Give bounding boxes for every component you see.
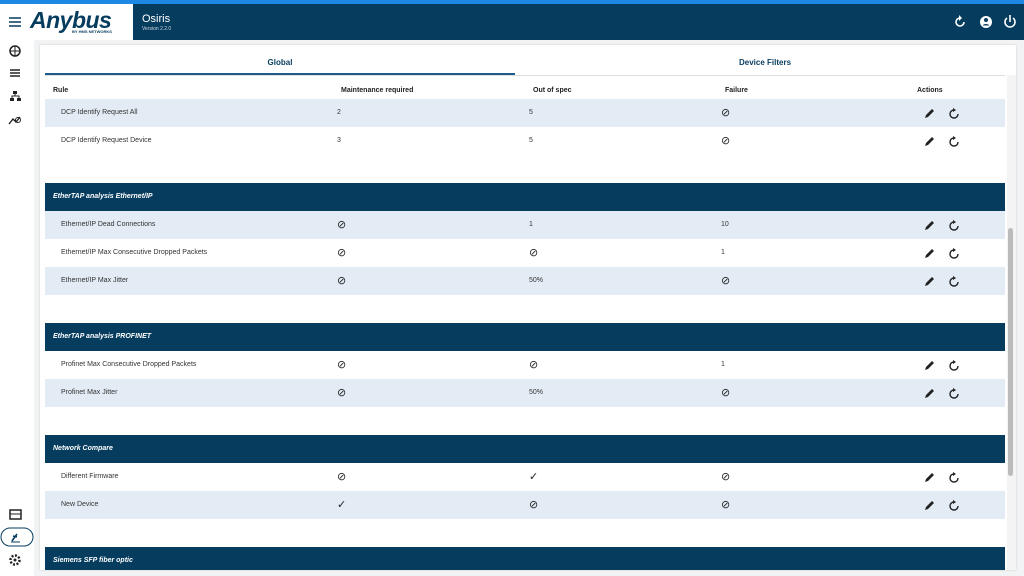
top-strip — [0, 0, 1024, 4]
cell-text: Ethernet/IP Max Consecutive Dropped Pack… — [61, 249, 208, 256]
menu-button[interactable] — [9, 17, 21, 27]
brand: Anybus — [30, 7, 112, 33]
column-header: Maintenance required — [341, 87, 414, 94]
cell-text: 2 — [337, 109, 341, 116]
row-actions[interactable] — [923, 359, 963, 371]
list-nav[interactable] — [10, 69, 20, 77]
group-header: Network Compare — [45, 435, 1005, 463]
cell-text: New Device — [61, 501, 99, 508]
tab-global[interactable]: Global — [267, 58, 293, 67]
column-header: Actions — [917, 87, 943, 94]
group-title: EtherTAP analysis PROFINET — [53, 333, 152, 340]
status-icon: ⊘ — [721, 498, 731, 511]
status-icon: ⊘ — [337, 358, 347, 371]
status-icon: ⊘ — [529, 358, 539, 371]
tab-divider — [45, 75, 1005, 76]
status-icon: ⊘ — [337, 274, 347, 287]
status-icon: ⊘ — [721, 106, 731, 119]
tab-device-filters[interactable]: Device Filters — [738, 58, 792, 67]
table-row — [45, 99, 1005, 127]
sidebar-icons — [0, 45, 34, 566]
tree-nav[interactable] — [10, 91, 21, 101]
row-actions[interactable] — [923, 247, 963, 259]
sidebar — [0, 40, 34, 576]
cell-text: 3 — [337, 137, 341, 144]
cell-text: 5 — [529, 137, 533, 144]
cell-text: 50% — [529, 277, 544, 284]
cell-text: 1 — [721, 249, 725, 256]
row-actions[interactable] — [923, 387, 963, 399]
cell-text: 5 — [529, 109, 533, 116]
status-icon: ✓ — [529, 470, 539, 483]
cell-text: Profinet Max Jitter — [61, 389, 118, 396]
table-row — [45, 351, 1005, 379]
cell-text: 1 — [529, 221, 533, 228]
account-button[interactable] — [980, 16, 992, 28]
rules-card: Global Device Filters DCP Identify Reque… — [40, 45, 1016, 570]
group-title: Network Compare — [53, 445, 113, 452]
cell-text: 50% — [529, 389, 544, 396]
cell-text: DCP Identify Request All — [61, 109, 138, 116]
table-row — [45, 491, 1005, 519]
rules-nav[interactable] — [0, 527, 34, 547]
table-row — [45, 211, 1005, 239]
row-actions[interactable] — [923, 275, 963, 287]
row-actions[interactable] — [923, 219, 963, 231]
group-header: Siemens SFP fiber optic — [45, 547, 1005, 570]
table-nav[interactable] — [9, 509, 22, 520]
app-title: Osiris — [142, 13, 171, 25]
table-row — [45, 463, 1005, 491]
status-icon: ✓ — [337, 498, 347, 511]
status-icon: ⊘ — [337, 386, 347, 399]
refresh-button[interactable] — [955, 15, 965, 27]
tab-indicator — [45, 73, 515, 75]
status-icon: ⊘ — [529, 498, 539, 511]
status-icon: ⊘ — [337, 246, 347, 259]
cell-text: Ethernet/IP Max Jitter — [61, 277, 129, 284]
table-row — [45, 239, 1005, 267]
settings-nav[interactable] — [9, 554, 21, 566]
column-header: Rule — [53, 87, 69, 94]
status-icon: ⊘ — [721, 274, 731, 287]
group-title: Siemens SFP fiber optic — [53, 557, 133, 564]
status-icon: ⊘ — [721, 470, 731, 483]
table-row — [45, 267, 1005, 295]
cell-text: 10 — [721, 221, 729, 228]
brand-box — [0, 4, 133, 40]
status-icon: ⊘ — [721, 134, 731, 147]
globe-nav[interactable] — [9, 45, 21, 57]
app-version: Version 2.2.0 — [142, 26, 172, 32]
brand-sub: BY HMS NETWORKS — [72, 29, 112, 34]
row-actions[interactable] — [923, 471, 963, 483]
cell-text: Ethernet/IP Dead Connections — [61, 221, 156, 228]
cell-text: Different Firmware — [61, 473, 119, 480]
status-icon: ⊘ — [529, 246, 539, 259]
table-row — [45, 379, 1005, 407]
table-row — [45, 127, 1005, 155]
cell-text: 1 — [721, 361, 725, 368]
row-actions[interactable] — [923, 107, 963, 119]
status-icon: ⊘ — [721, 386, 731, 399]
analytics-nav[interactable] — [8, 116, 21, 125]
app-bar — [0, 4, 1024, 40]
cell-text: DCP Identify Request Device — [61, 137, 152, 144]
power-button[interactable] — [1004, 15, 1016, 28]
group-header: EtherTAP analysis PROFINET — [45, 323, 1005, 351]
group-title: EtherTAP analysis Ethernet/IP — [53, 193, 153, 200]
column-header: Failure — [725, 87, 748, 94]
group-header: EtherTAP analysis Ethernet/IP — [45, 183, 1005, 211]
column-header: Out of spec — [533, 87, 572, 94]
header-icons — [955, 15, 1016, 28]
row-actions[interactable] — [923, 499, 963, 511]
row-actions[interactable] — [923, 135, 963, 147]
status-icon: ⊘ — [337, 470, 347, 483]
cell-text: Profinet Max Consecutive Dropped Packets — [61, 361, 197, 368]
scroll-thumb[interactable] — [1008, 228, 1013, 476]
status-icon: ⊘ — [337, 218, 347, 231]
